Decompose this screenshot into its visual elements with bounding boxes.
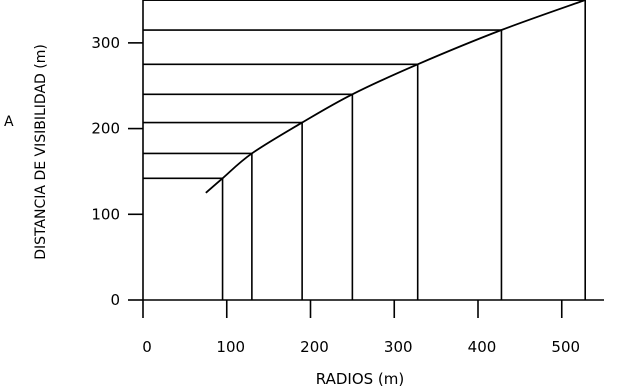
y-tick-label: 200 <box>91 120 120 138</box>
x-tick-label: 200 <box>300 338 329 356</box>
chart-ticks <box>128 42 563 318</box>
x-axis-title: RADIOS (m) <box>316 370 404 388</box>
chart-lines <box>142 0 604 318</box>
y-tick-label: 0 <box>110 291 120 309</box>
y-tick-label: 100 <box>91 205 120 223</box>
y-axis-title: DISTANCIA DE VISIBILIDAD (m) <box>33 44 49 260</box>
x-tick-label: 0 <box>142 338 152 356</box>
chart-labels: 0 100 200 300 400 500 0 100 200 300 <box>91 34 580 356</box>
x-tick-label: 300 <box>384 338 413 356</box>
x-tick-label: 400 <box>468 338 497 356</box>
x-tick-label: 100 <box>216 338 245 356</box>
y-tick-label: 300 <box>91 34 120 52</box>
series-line <box>205 0 586 194</box>
left-edge-text: A <box>4 114 14 130</box>
x-tick-label: 500 <box>551 338 580 356</box>
